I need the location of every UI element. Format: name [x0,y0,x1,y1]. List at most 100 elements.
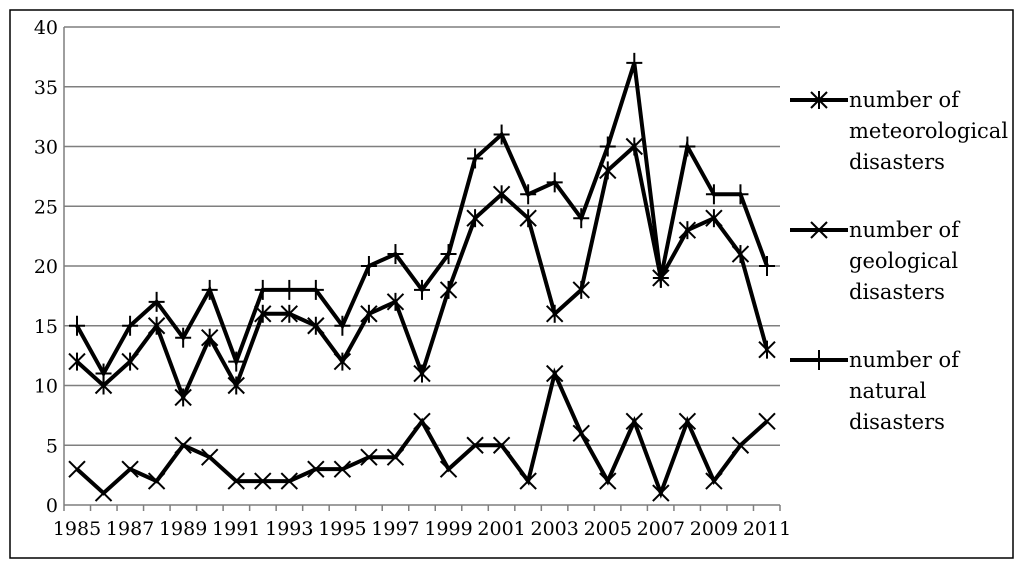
legend-entry: number of meteorological disasters [790,88,1008,174]
data-point [360,256,377,276]
data-point [94,484,113,502]
series-x [68,364,776,502]
data-point [731,436,750,454]
legend-entry: number of natural disasters [790,348,961,434]
data-point [732,184,749,205]
legend-label: meteorological [849,119,1008,143]
data-point [333,352,352,371]
data-point [492,436,511,454]
x-tick-label: 1999 [424,518,472,540]
data-point [121,460,139,478]
data-point [678,412,697,431]
legend-label: number of [849,218,961,242]
legend-marker [810,221,828,239]
data-point [758,340,776,359]
x-tick-label: 1985 [53,518,101,540]
data-point [68,460,86,478]
y-tick-label: 40 [34,17,58,39]
series-asterisk [68,137,776,407]
data-point [625,137,644,156]
data-point [280,472,299,490]
data-point [334,315,351,336]
data-point [625,412,644,431]
data-point [545,364,564,383]
x-tick-label: 2001 [477,518,525,540]
data-point [333,460,352,478]
x-tick-label: 1997 [371,518,419,540]
y-tick-label: 15 [34,316,58,338]
y-tick-label: 35 [34,77,58,99]
data-point [147,472,166,490]
legend-entry: number of geological disasters [790,218,961,304]
data-point [68,352,86,371]
legend-label: number of [849,348,961,372]
x-tick-label: 1993 [265,518,313,540]
data-point [519,209,537,228]
y-tick-label: 5 [46,435,58,457]
data-point [200,448,219,466]
data-point [679,136,696,157]
data-point [546,172,563,193]
data-point [572,424,590,443]
x-tick-label: 1987 [106,518,154,540]
y-tick-label: 30 [34,137,58,159]
data-point [147,316,166,335]
data-point [69,315,85,336]
data-point [122,315,139,336]
data-point [360,304,378,323]
data-point [281,279,298,300]
series-plus [69,52,775,384]
data-point [626,52,643,73]
legend-marker [811,350,827,370]
data-point [227,472,245,490]
data-point [121,352,139,371]
data-point [599,136,616,157]
data-point [228,351,245,372]
data-point [201,279,218,300]
legend-label: natural [849,379,927,403]
data-point [307,460,325,478]
y-tick-label: 20 [34,256,58,278]
data-point [467,148,484,169]
data-point [466,209,484,228]
data-point [280,304,299,323]
data-point [599,472,617,490]
data-point [175,327,192,348]
y-tick-label: 0 [46,495,58,517]
data-point [466,436,484,454]
data-point [439,280,458,299]
legend-label: disasters [849,280,945,304]
data-point [731,245,750,264]
data-point [492,185,511,204]
x-tick-label: 1989 [159,518,207,540]
data-point [174,436,192,454]
series-group [68,52,776,502]
data-point [572,280,590,299]
data-point [360,448,378,466]
y-tick-label: 25 [34,196,58,218]
data-point [307,279,324,300]
data-point [387,244,404,265]
data-point [439,460,458,478]
data-point [759,256,775,276]
data-point [413,412,431,431]
data-point [758,412,776,431]
legend-label: number of [849,88,961,112]
data-point [705,472,723,490]
legend-label: disasters [849,150,945,174]
x-tick-label: 2005 [584,518,632,540]
data-point [519,472,537,490]
data-point [652,484,670,502]
data-point [227,376,245,395]
x-tick-label: 2003 [531,518,579,540]
y-tick-label: 10 [34,376,58,398]
data-point [174,388,192,407]
legend-marker [810,91,828,109]
y-axis-tick-labels: 0 5 10 15 20 25 30 35 40 [34,17,58,517]
data-point [493,124,510,145]
data-point [678,221,697,240]
data-point [573,208,590,229]
data-point [200,328,219,347]
